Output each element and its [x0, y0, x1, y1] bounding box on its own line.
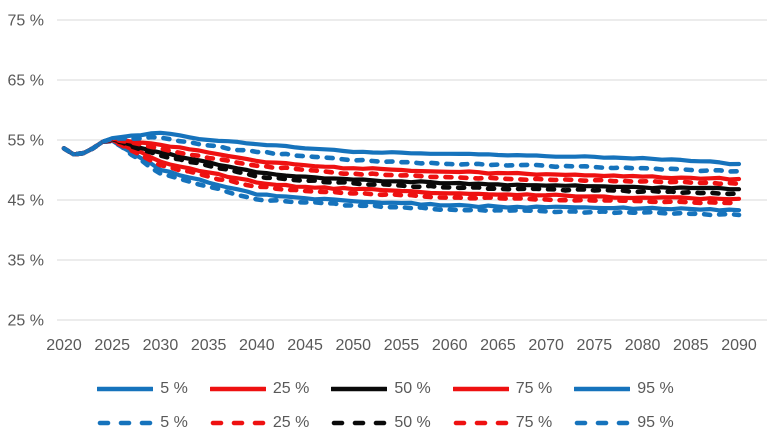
legend-item-solid-75%: 75 %: [452, 379, 553, 398]
x-tick-label: 2035: [191, 337, 227, 354]
legend-label: 75 %: [515, 413, 553, 431]
x-tick-label: 2025: [94, 337, 130, 354]
legend-row-solid: 5 % 25 % 50 % 75 % 95 %: [97, 372, 674, 405]
series-line-50%-solid: [61, 137, 742, 192]
legend-line-swatch-solid: [452, 386, 509, 391]
legend-label: 95 %: [637, 379, 674, 397]
x-tick-label: 2030: [143, 337, 179, 354]
series-line-5%-solid: [61, 138, 742, 213]
legend-item-solid-5%: 5 %: [97, 380, 188, 398]
series-line-25%-solid: [61, 137, 742, 202]
legend-row-dashed: 5 % 25 % 50 % 75 % 95 %: [97, 406, 674, 439]
series-line-50%-dashed: [61, 137, 742, 197]
x-tick-label: 2070: [528, 337, 564, 354]
x-tick-label: 2050: [335, 337, 371, 354]
series-line-95%-solid: [61, 130, 742, 167]
legend-item-solid-25%: 25 %: [209, 379, 310, 398]
x-tick-label: 2020: [46, 337, 82, 354]
legend-label: 50 %: [394, 413, 431, 431]
y-tick-label: 55 %: [8, 133, 44, 150]
legend-line-swatch-solid: [331, 386, 388, 391]
x-tick-label: 2040: [239, 337, 275, 354]
legend-label: 95 %: [637, 413, 674, 431]
legend-item-dashed-95%: 95 %: [574, 413, 674, 432]
legend-line-swatch-solid: [97, 386, 154, 391]
x-tick-label: 2065: [480, 337, 516, 354]
legend-item-dashed-5%: 5 %: [97, 414, 188, 432]
legend-line-swatch-solid: [574, 386, 631, 391]
x-tick-label: 2085: [673, 337, 709, 354]
series-line-75%-dashed: [61, 137, 742, 187]
legend-line-swatch-dashed: [210, 420, 266, 425]
legend-label: 5 %: [160, 413, 188, 431]
series-line-25%-dashed: [61, 138, 742, 206]
legend-item-solid-95%: 95 %: [574, 379, 674, 398]
legend-line-swatch-dashed: [574, 420, 631, 425]
y-tick-label: 65 %: [8, 73, 44, 90]
x-tick-label: 2055: [384, 337, 420, 354]
legend-label: 50 %: [394, 379, 431, 397]
legend-item-dashed-75%: 75 %: [453, 414, 552, 432]
legend-label: 5 %: [160, 379, 188, 397]
y-tick-label: 75 %: [8, 13, 44, 30]
legend-label: 75 %: [515, 379, 553, 397]
x-tick-label: 2060: [432, 337, 468, 354]
legend-line-swatch-dashed: [453, 420, 509, 425]
series-line-5%-dashed: [61, 138, 742, 218]
x-tick-label: 2090: [721, 337, 757, 354]
legend-item-dashed-50%: 50 %: [331, 413, 431, 432]
legend-line-swatch-solid: [209, 386, 266, 391]
x-tick-label: 2075: [577, 337, 613, 354]
y-tick-label: 45 %: [8, 193, 44, 210]
legend-item-solid-50%: 50 %: [331, 379, 431, 398]
x-tick-label: 2080: [625, 337, 661, 354]
series-line-75%-solid: [61, 136, 742, 182]
legend-label: 25 %: [272, 379, 310, 397]
y-tick-label: 35 %: [8, 253, 44, 270]
y-tick-label: 25 %: [8, 313, 44, 330]
x-tick-label: 2045: [287, 337, 323, 354]
legend-line-swatch-dashed: [97, 420, 154, 425]
series-line-95%-dashed: [61, 134, 742, 174]
legend-line-swatch-dashed: [332, 420, 388, 425]
legend-label: 25 %: [272, 413, 310, 431]
legend-item-dashed-25%: 25 %: [210, 414, 309, 432]
legend: 5 % 25 % 50 % 75 % 95 % 5 % 25 % 50 % 75 % 95 %: [0, 372, 771, 439]
